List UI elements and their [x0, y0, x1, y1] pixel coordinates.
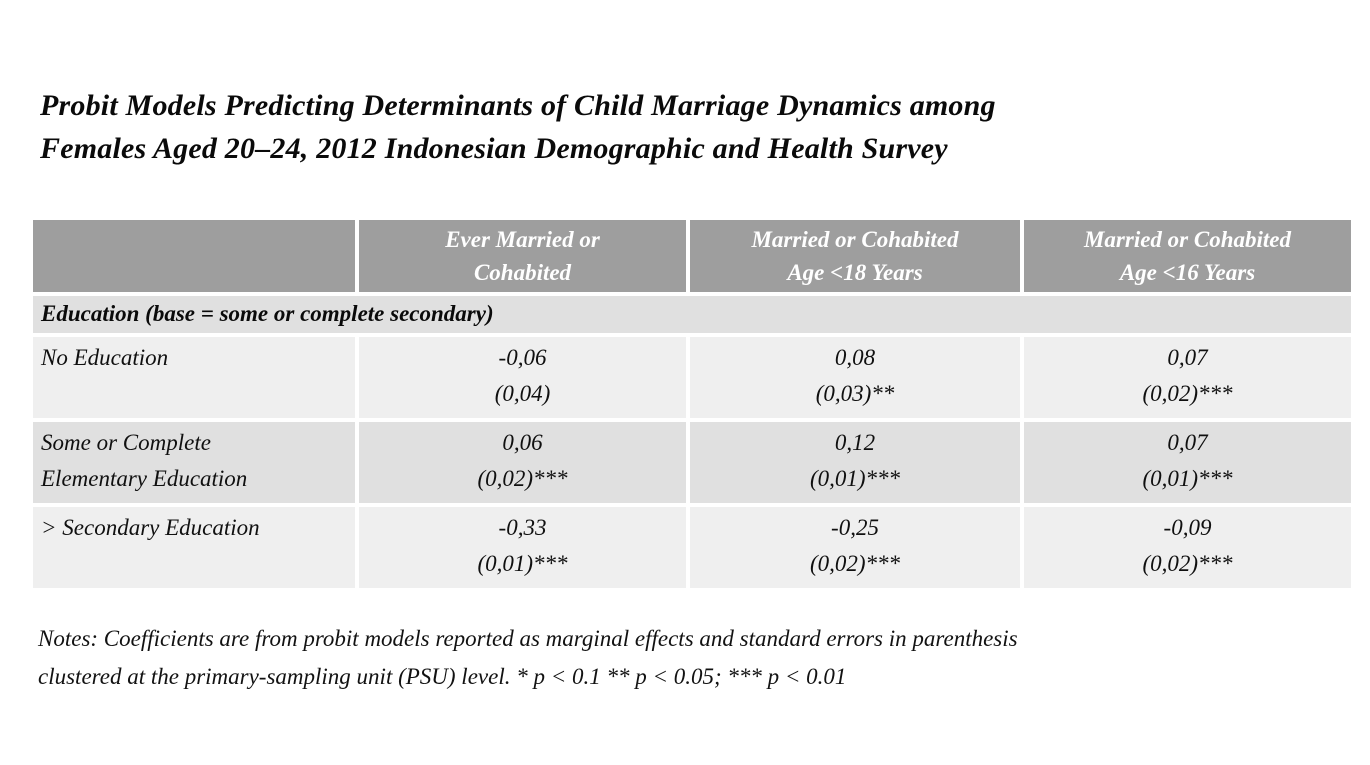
coefficient-value: -0,33 — [498, 515, 547, 540]
standard-error-value: (0,02)*** — [809, 551, 901, 576]
table-row-some-elementary: Some or Complete Elementary Education 0,… — [33, 422, 1351, 503]
row-label-some-elementary: Some or Complete Elementary Education — [33, 422, 355, 503]
header-cell-empty — [33, 220, 355, 292]
table-row-above-secondary: > Secondary Education -0,33 (0,01)*** -0… — [33, 507, 1351, 588]
cell-above-secondary-under-18: -0,25 (0,02)*** — [690, 507, 1020, 588]
standard-error-value: (0,01)*** — [809, 466, 901, 491]
probit-results-table: Ever Married or Cohabited Married or Coh… — [29, 216, 1355, 592]
coefficient-value: -0,06 — [498, 345, 547, 370]
header-cell-ever-married: Ever Married or Cohabited — [359, 220, 686, 292]
coefficient-value: -0,09 — [1163, 515, 1212, 540]
header-cell-under-18: Married or Cohabited Age <18 Years — [690, 220, 1020, 292]
table-notes: Notes: Coefficients are from probit mode… — [38, 626, 1018, 689]
header-cell-under-16: Married or Cohabited Age <16 Years — [1024, 220, 1351, 292]
table-title: Probit Models Predicting Determinants of… — [40, 89, 996, 165]
coefficient-value: -0,25 — [831, 515, 879, 540]
standard-error-value: (0,01)*** — [1142, 466, 1233, 491]
standard-error-value: (0,02)*** — [477, 466, 568, 491]
cell-above-secondary-ever-married: -0,33 (0,01)*** — [359, 507, 686, 588]
section-header-education: Education (base = some or complete secon… — [33, 296, 1351, 333]
cell-no-education-under-16: 0,07 (0,02)*** — [1024, 337, 1351, 418]
coefficient-value: 0,12 — [834, 430, 876, 455]
cell-some-elementary-under-18: 0,12 (0,01)*** — [690, 422, 1020, 503]
table-row-no-education: No Education -0,06 (0,04) 0,08 (0,03)** … — [33, 337, 1351, 418]
coefficient-value: 0,06 — [502, 430, 543, 455]
coefficient-value: 0,07 — [1167, 345, 1208, 370]
standard-error-value: (0,02)*** — [1142, 381, 1233, 406]
coefficient-value: 0,08 — [834, 345, 876, 370]
cell-above-secondary-under-16: -0,09 (0,02)*** — [1024, 507, 1351, 588]
table-header-row: Ever Married or Cohabited Married or Coh… — [33, 220, 1351, 292]
row-label-no-education: No Education — [33, 337, 355, 418]
cell-no-education-under-18: 0,08 (0,03)** — [690, 337, 1020, 418]
cell-no-education-ever-married: -0,06 (0,04) — [359, 337, 686, 418]
standard-error-value: (0,01)*** — [477, 551, 568, 576]
standard-error-value: (0,02)*** — [1142, 551, 1233, 576]
cell-some-elementary-under-16: 0,07 (0,01)*** — [1024, 422, 1351, 503]
row-label-above-secondary: > Secondary Education — [33, 507, 355, 588]
cell-some-elementary-ever-married: 0,06 (0,02)*** — [359, 422, 686, 503]
coefficient-value: 0,07 — [1167, 430, 1208, 455]
section-row-education: Education (base = some or complete secon… — [33, 296, 1351, 333]
standard-error-value: (0,04) — [494, 381, 551, 406]
standard-error-value: (0,03)** — [815, 381, 895, 406]
